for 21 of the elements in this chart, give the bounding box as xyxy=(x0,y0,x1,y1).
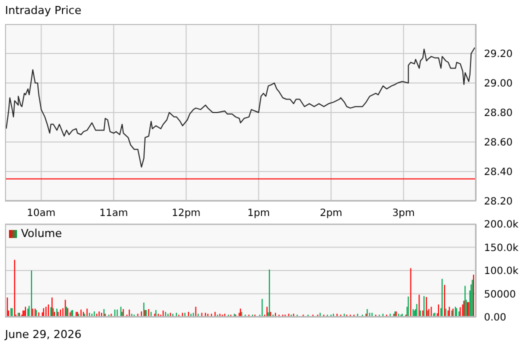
x-tick-label: 3pm xyxy=(392,208,415,220)
x-tick-label: 12pm xyxy=(172,208,201,220)
x-tick-label: 11am xyxy=(99,208,128,220)
y-tick-label: 200.0k xyxy=(484,220,519,231)
y-tick-label: 50000 xyxy=(484,289,516,300)
line-series xyxy=(6,47,476,168)
y-tick-label: 28.80 xyxy=(484,108,513,120)
y-tick-label: 0.00 xyxy=(484,312,506,324)
y-tick-label: 28.20 xyxy=(484,196,513,208)
x-tick-label: 10am xyxy=(26,208,56,220)
y-tick-label: 29.20 xyxy=(484,49,513,60)
legend-label: Volume xyxy=(21,227,62,240)
x-tick-label: 2pm xyxy=(320,208,342,220)
x-tick-label: 1pm xyxy=(247,208,270,220)
y-tick-label: 29.00 xyxy=(484,78,513,90)
y-tick-label: 100.0k xyxy=(484,266,519,278)
chart-title: Intraday Price xyxy=(5,4,82,17)
y-tick-label: 150.0k xyxy=(484,242,519,254)
y-tick-label: 28.60 xyxy=(484,138,513,149)
y-tick-label: 28.40 xyxy=(484,167,513,178)
text: June 29, 2026 xyxy=(5,328,82,341)
